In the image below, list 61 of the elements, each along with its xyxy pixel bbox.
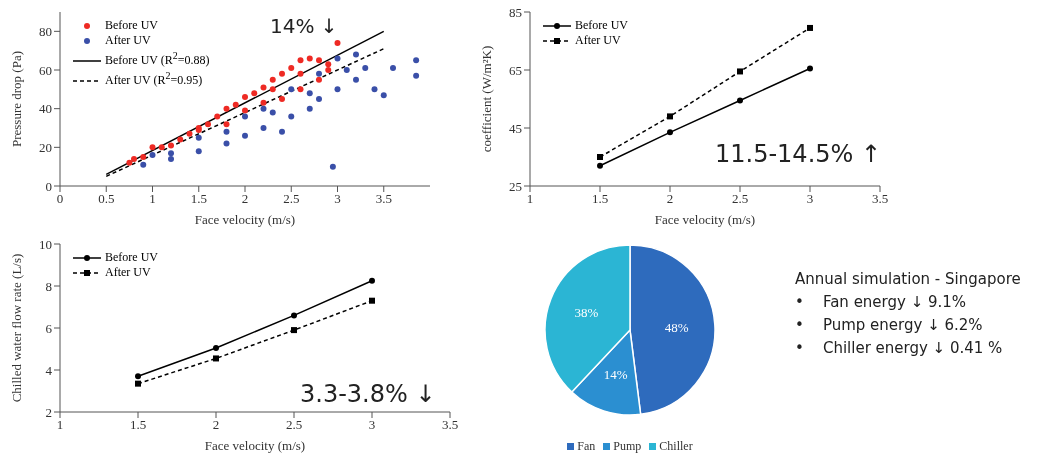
x-tick-label: 3.5: [871, 191, 889, 207]
y-tick-label: 45: [509, 120, 522, 136]
legend-label: After UV: [105, 265, 151, 279]
data-label: 38%: [574, 305, 599, 321]
data-label: 48%: [664, 319, 689, 335]
y-tick-label: 6: [45, 320, 53, 336]
x-tick-label: 1: [149, 191, 156, 207]
text: Annual simulation - Singapore: [795, 270, 1021, 288]
y-axis-title: coefficient (W/m²K): [478, 45, 494, 153]
y-tick-label: 2: [45, 404, 52, 420]
x-tick-label: 2: [212, 417, 220, 433]
x-tick-label: 3: [368, 417, 376, 433]
legend-label: Before UV: [105, 250, 158, 264]
x-tick-label: 3.5: [375, 191, 392, 207]
legend-label: After UV: [105, 33, 151, 47]
y-tick-label: 60: [39, 62, 52, 78]
x-tick-label: 2.5: [285, 417, 303, 433]
x-axis-title: Face velocity (m/s): [654, 212, 756, 227]
y-tick-label: 10: [39, 236, 52, 252]
text: • Pump energy ↓ 6.2%: [795, 316, 983, 334]
legend-label: Before UV: [575, 18, 628, 32]
annotation: 11.5-14.5% ↑: [715, 140, 882, 168]
y-axis-title: Pressure drop (Pa): [8, 50, 24, 148]
x-tick-label: 0: [56, 191, 64, 207]
y-tick-label: 40: [39, 101, 52, 117]
x-axis-title: Face velocity (m/s): [204, 438, 306, 453]
x-tick-label: 2: [666, 191, 674, 207]
y-tick-label: 4: [45, 362, 53, 378]
y-tick-label: 80: [39, 23, 52, 39]
annotation: 14% ↓: [270, 14, 338, 38]
legend-label: Fan: [576, 439, 596, 454]
x-axis-title: Face velocity (m/s): [194, 212, 296, 227]
y-tick-label: 0: [45, 178, 52, 194]
x-tick-label: 3.5: [441, 417, 459, 433]
x-tick-label: 2: [241, 191, 249, 207]
x-tick-label: 2.5: [283, 191, 300, 207]
legend-label: Pump: [612, 439, 642, 454]
data-label: 14%: [603, 366, 628, 382]
y-tick-label: 85: [509, 4, 522, 20]
x-tick-label: 1.5: [190, 191, 207, 207]
annotation: 3.3-3.8% ↓: [300, 380, 436, 408]
x-tick-label: 1.5: [591, 191, 609, 207]
legend-label: Chiller: [658, 439, 693, 454]
legend-label: Before UV (R$^{2}$=0.88): [105, 50, 210, 67]
y-axis-title: Chilled water flow rate (L/s): [8, 253, 24, 403]
text: • Fan energy ↓ 9.1%: [795, 293, 967, 311]
y-tick-label: 8: [45, 278, 52, 294]
x-tick-label: 2.5: [731, 191, 749, 207]
x-tick-label: 1.5: [129, 417, 147, 433]
y-tick-label: 25: [509, 178, 522, 194]
text: • Chiller energy ↓ 0.41 %: [795, 339, 1003, 357]
y-tick-label: 65: [509, 62, 522, 78]
x-tick-label: 3: [334, 191, 341, 207]
y-tick-label: 20: [39, 139, 52, 155]
x-tick-label: 0.5: [98, 191, 115, 207]
legend-label: After UV: [575, 33, 621, 47]
x-tick-label: 3: [806, 191, 814, 207]
legend-label: After UV (R$^{2}$=0.95): [105, 70, 203, 87]
x-tick-label: 1: [56, 417, 64, 433]
x-tick-label: 1: [526, 191, 534, 207]
legend-label: Before UV: [105, 18, 158, 32]
